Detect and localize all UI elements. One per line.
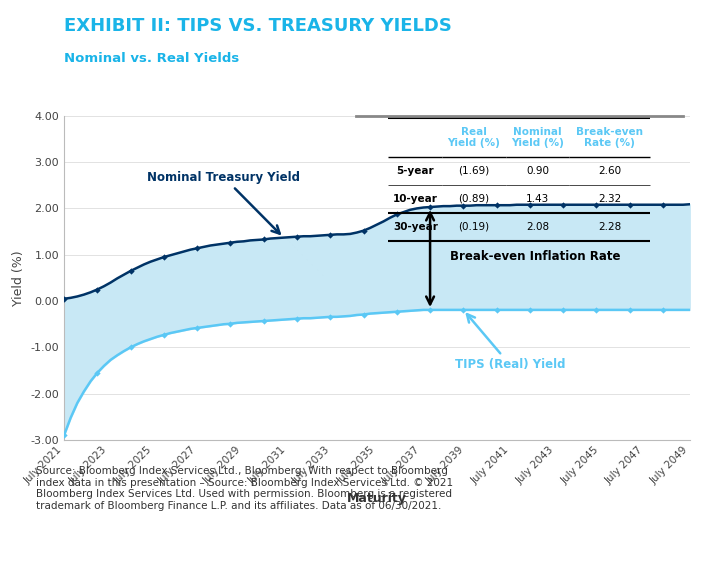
- Y-axis label: Yield (%): Yield (%): [12, 250, 25, 306]
- Text: Nominal Treasury Yield: Nominal Treasury Yield: [147, 171, 300, 234]
- Text: TIPS (Real) Yield: TIPS (Real) Yield: [455, 314, 565, 371]
- Text: Source: Bloomberg Index Services Ltd., Bloomberg. With respect to Bloomberg
inde: Source: Bloomberg Index Services Ltd., B…: [36, 466, 453, 511]
- Text: Break-even Inflation Rate: Break-even Inflation Rate: [450, 250, 621, 263]
- X-axis label: Maturity: Maturity: [347, 492, 407, 505]
- Text: EXHIBIT II: TIPS VS. TREASURY YIELDS: EXHIBIT II: TIPS VS. TREASURY YIELDS: [64, 17, 452, 35]
- Text: Nominal vs. Real Yields: Nominal vs. Real Yields: [64, 52, 239, 65]
